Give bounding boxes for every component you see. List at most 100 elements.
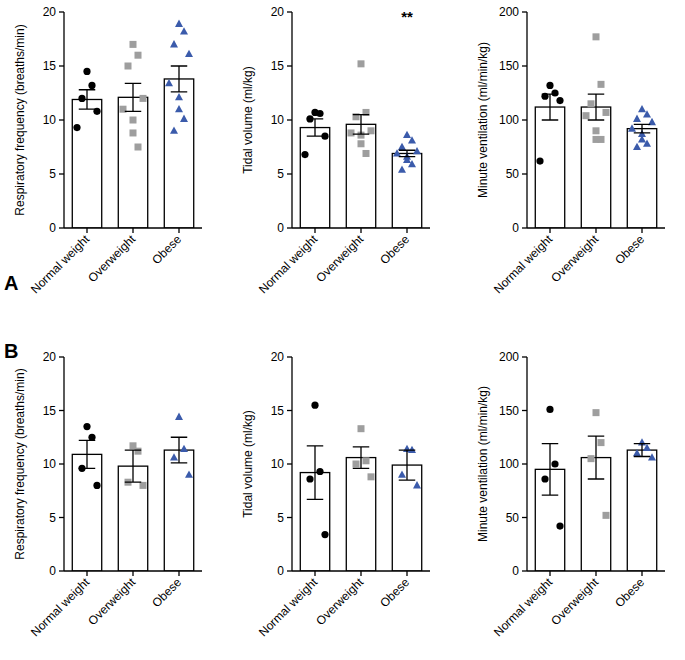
data-point xyxy=(633,143,641,150)
y-tick-label: 15 xyxy=(271,404,285,418)
y-tick-label: 150 xyxy=(499,404,519,418)
data-point xyxy=(130,129,137,136)
bar xyxy=(392,153,421,228)
bar xyxy=(627,129,656,228)
data-point xyxy=(588,455,595,462)
data-point xyxy=(603,109,610,116)
y-tick-label: 15 xyxy=(43,59,57,73)
y-tick xyxy=(59,410,64,411)
plot-area xyxy=(72,413,193,571)
x-tick-label: Overweight xyxy=(313,232,366,285)
bar xyxy=(72,99,101,228)
data-point xyxy=(633,449,641,456)
error-bar xyxy=(79,440,95,468)
x-tick xyxy=(360,571,361,576)
y-tick xyxy=(59,173,64,174)
data-point xyxy=(321,531,328,538)
y-tick xyxy=(59,463,64,464)
y-tick-label: 10 xyxy=(43,113,57,127)
data-point xyxy=(643,110,651,117)
figure: A05101520Respiratory frequency (breaths/… xyxy=(0,0,685,660)
x-tick-label: Obese xyxy=(612,575,647,610)
x-tick-label: Overweight xyxy=(548,232,601,285)
data-point xyxy=(170,127,178,134)
bar xyxy=(392,465,421,571)
data-point xyxy=(135,448,142,455)
error-bar xyxy=(588,436,604,479)
data-point xyxy=(598,81,605,88)
bar xyxy=(72,454,101,571)
data-point xyxy=(643,444,651,451)
x-tick xyxy=(641,571,642,576)
y-tick-label: 0 xyxy=(512,564,519,578)
x-tick-label: Normal weight xyxy=(256,232,321,297)
plot-area xyxy=(72,20,193,228)
y-tick-label: 15 xyxy=(271,59,285,73)
y-tick xyxy=(287,65,292,66)
data-point xyxy=(368,473,375,480)
data-point xyxy=(551,89,558,96)
data-point xyxy=(633,115,641,122)
x-tick xyxy=(360,228,361,233)
bar xyxy=(300,128,329,228)
data-point xyxy=(175,93,183,100)
bar xyxy=(164,450,193,571)
y-tick-label: 10 xyxy=(271,113,285,127)
x-tick-label: Overweight xyxy=(85,575,138,628)
data-point xyxy=(135,144,142,151)
data-point xyxy=(398,143,406,150)
y-axis-title: Minute ventilation (ml/min/kg) xyxy=(476,386,490,542)
x-tick xyxy=(178,571,179,576)
error-bar xyxy=(399,150,415,156)
y-tick xyxy=(59,65,64,66)
x-tick xyxy=(86,228,87,233)
y-tick xyxy=(59,517,64,518)
significance: ** xyxy=(401,8,413,25)
y-tick xyxy=(59,356,64,357)
data-point xyxy=(125,63,132,70)
y-tick xyxy=(287,570,292,571)
y-tick-label: 100 xyxy=(499,457,519,471)
y-axis-title: Respiratory frequency (breaths/min) xyxy=(13,368,27,559)
data-point xyxy=(583,112,590,119)
y-tick xyxy=(287,227,292,228)
data-point xyxy=(358,425,365,432)
data-point xyxy=(185,470,193,477)
x-tick-label: Overweight xyxy=(85,232,138,285)
data-point xyxy=(93,482,100,489)
data-point xyxy=(368,127,375,134)
panel: 05101520Tidal volume (ml/kg)Normal weigh… xyxy=(241,5,430,296)
x-tick xyxy=(549,571,550,576)
y-tick xyxy=(59,119,64,120)
bar xyxy=(164,79,193,228)
y-tick-label: 0 xyxy=(277,564,284,578)
x-tick-label: Normal weight xyxy=(491,232,556,297)
y-tick-label: 15 xyxy=(43,404,57,418)
plot-area xyxy=(300,60,421,228)
data-point xyxy=(546,82,553,89)
data-point xyxy=(88,82,95,89)
y-tick xyxy=(522,463,527,464)
y-tick xyxy=(522,356,527,357)
data-point xyxy=(88,434,95,441)
y-tick-label: 0 xyxy=(512,221,519,235)
x-tick xyxy=(132,571,133,576)
x-tick xyxy=(595,571,596,576)
y-tick xyxy=(287,173,292,174)
panel-label: A xyxy=(4,272,18,294)
data-point xyxy=(170,453,178,460)
data-point xyxy=(598,136,605,143)
error-bar xyxy=(125,450,141,482)
y-axis-title: Tidal volume (ml/kg) xyxy=(241,410,255,518)
y-tick xyxy=(287,119,292,120)
y-tick-label: 5 xyxy=(49,167,56,181)
data-point xyxy=(180,27,188,34)
data-point xyxy=(398,165,406,172)
bar xyxy=(581,107,610,228)
panel: A05101520Respiratory frequency (breaths/… xyxy=(4,5,202,296)
data-point xyxy=(348,129,355,136)
data-point xyxy=(546,406,553,413)
plot-area xyxy=(535,33,656,228)
data-point xyxy=(638,105,646,112)
data-point xyxy=(363,457,370,464)
